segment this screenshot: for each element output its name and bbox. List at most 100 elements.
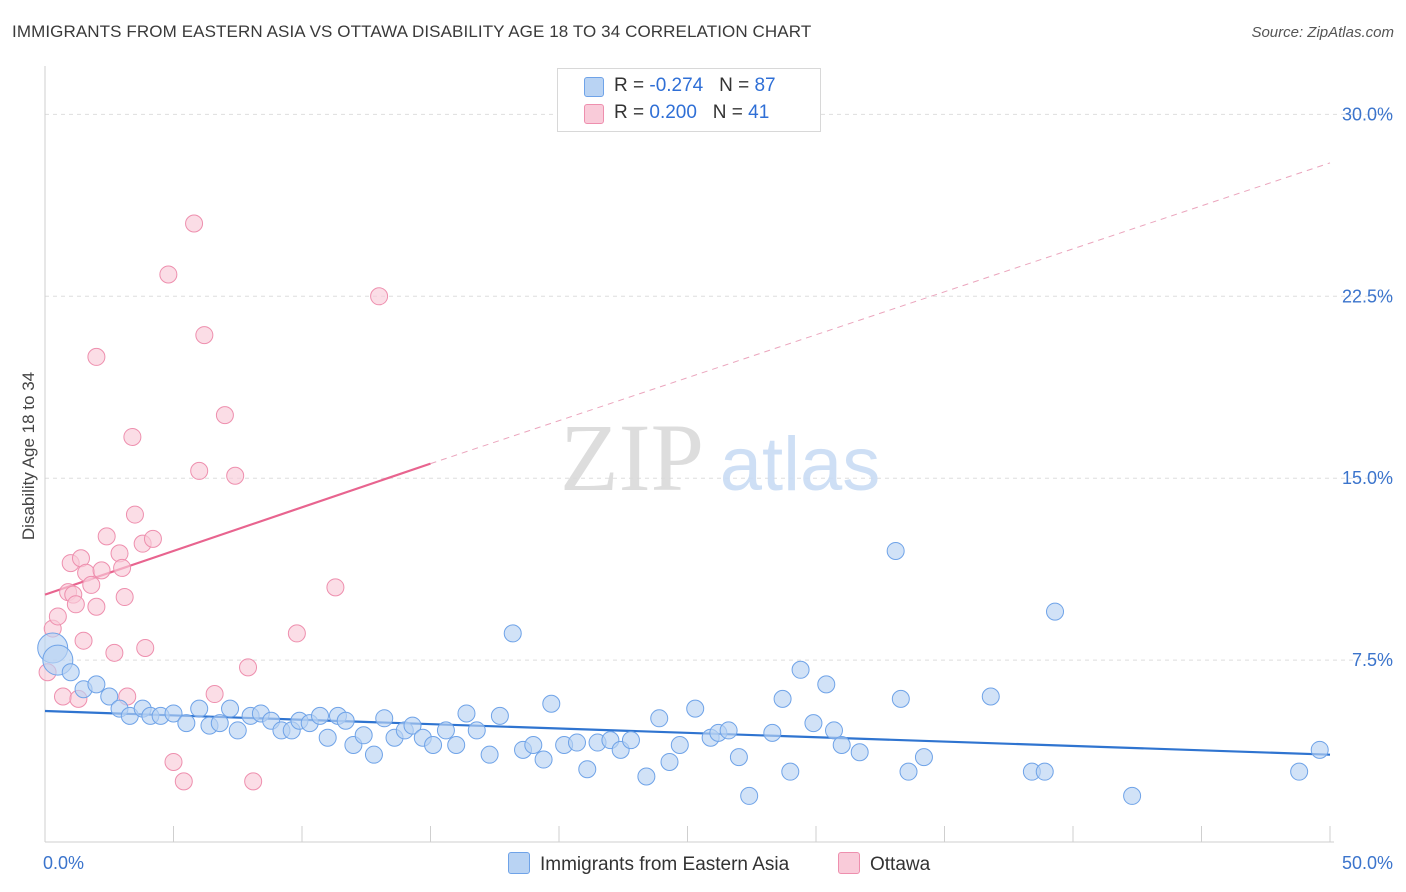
chart-title: IMMIGRANTS FROM EASTERN ASIA VS OTTAWA D… — [12, 22, 812, 41]
legend-n-value: 87 — [754, 75, 776, 96]
data-point — [205, 685, 224, 704]
data-point — [403, 716, 422, 735]
data-point — [177, 714, 196, 733]
bottom-legend-label: Ottawa — [870, 854, 931, 875]
bottom-legend-swatch — [838, 852, 860, 874]
data-point — [190, 461, 209, 480]
source-label: Source: ZipAtlas.com — [1251, 24, 1394, 41]
data-point — [886, 541, 905, 560]
y-axis-label: Disability Age 18 to 34 — [19, 372, 38, 540]
data-point — [115, 588, 134, 607]
trend-extension-series-1 — [430, 162, 1331, 465]
axes — [44, 66, 1334, 843]
data-point — [123, 427, 142, 446]
data-point — [287, 624, 306, 643]
legend-n-label: N = — [719, 75, 755, 96]
data-point — [82, 575, 101, 594]
data-point — [370, 287, 389, 306]
data-point — [490, 706, 509, 725]
data-point — [534, 750, 553, 769]
legend-swatch-ottawa — [584, 104, 604, 124]
y-tick-label: 30.0% — [1342, 104, 1393, 124]
data-point — [195, 326, 214, 345]
data-point — [100, 687, 119, 706]
data-point — [660, 752, 679, 771]
data-point — [215, 406, 234, 425]
data-point — [914, 748, 933, 767]
data-point — [105, 643, 124, 662]
data-point — [326, 578, 345, 597]
y-tick-label: 7.5% — [1352, 650, 1393, 670]
tick-labels: 7.5% 15.0% 22.5% 30.0% 0.0% 50.0% — [43, 104, 1393, 873]
data-point — [318, 728, 337, 747]
correlation-legend: R = -0.274 N = 87 R = 0.200 N = 41 — [557, 68, 821, 132]
data-point — [1035, 762, 1054, 781]
y-tick-label: 22.5% — [1342, 286, 1393, 306]
data-point — [221, 699, 240, 718]
data-point — [66, 595, 85, 614]
data-point — [185, 214, 204, 233]
data-point — [210, 714, 229, 733]
data-point — [1123, 786, 1142, 805]
bottom-legend-eastern-asia: Immigrants from Eastern Asia — [508, 852, 789, 876]
data-point — [87, 597, 106, 616]
data-point — [53, 687, 72, 706]
data-point — [1046, 602, 1065, 621]
data-point — [763, 723, 782, 742]
y-tick-label: 15.0% — [1342, 468, 1393, 488]
data-point — [740, 786, 759, 805]
data-point — [817, 675, 836, 694]
data-point — [981, 687, 1000, 706]
bottom-legend-swatch — [508, 852, 530, 874]
data-point — [650, 709, 669, 728]
data-point — [686, 699, 705, 718]
data-point — [74, 631, 93, 650]
data-point — [61, 663, 80, 682]
data-point — [364, 745, 383, 764]
data-point — [850, 743, 869, 762]
data-point — [524, 735, 543, 754]
data-point — [164, 752, 183, 771]
data-point — [457, 704, 476, 723]
data-point — [503, 624, 522, 643]
data-point — [143, 529, 162, 548]
data-point — [310, 706, 329, 725]
data-point — [136, 638, 155, 657]
data-point — [228, 721, 247, 740]
data-point — [773, 689, 792, 708]
data-point — [832, 735, 851, 754]
data-point — [164, 704, 183, 723]
data-point — [567, 733, 586, 752]
data-point — [729, 748, 748, 767]
data-point — [424, 735, 443, 754]
data-point — [354, 726, 373, 745]
data-point — [92, 561, 111, 580]
data-point — [244, 772, 263, 791]
data-point — [621, 731, 640, 750]
data-points — [37, 214, 1329, 805]
data-point — [781, 762, 800, 781]
data-point — [670, 735, 689, 754]
data-point — [578, 760, 597, 779]
x-tick-label: 0.0% — [43, 853, 84, 873]
grid-lines — [45, 113, 1392, 661]
data-point — [1290, 762, 1309, 781]
data-point — [1310, 740, 1329, 759]
data-point — [824, 721, 843, 740]
watermark-zip: ZIP — [560, 404, 704, 511]
data-point — [447, 735, 466, 754]
watermark-atlas: atlas — [720, 422, 881, 507]
legend-r-label: R = — [614, 102, 650, 123]
data-point — [336, 711, 355, 730]
data-point — [239, 658, 258, 677]
data-point — [467, 721, 486, 740]
legend-r-label: R = — [614, 75, 650, 96]
data-point — [542, 694, 561, 713]
data-point — [436, 721, 455, 740]
data-point — [480, 745, 499, 764]
data-point — [375, 709, 394, 728]
legend-n-value: 41 — [748, 102, 770, 123]
data-point — [48, 607, 67, 626]
legend-r-value: 0.200 — [649, 102, 697, 123]
